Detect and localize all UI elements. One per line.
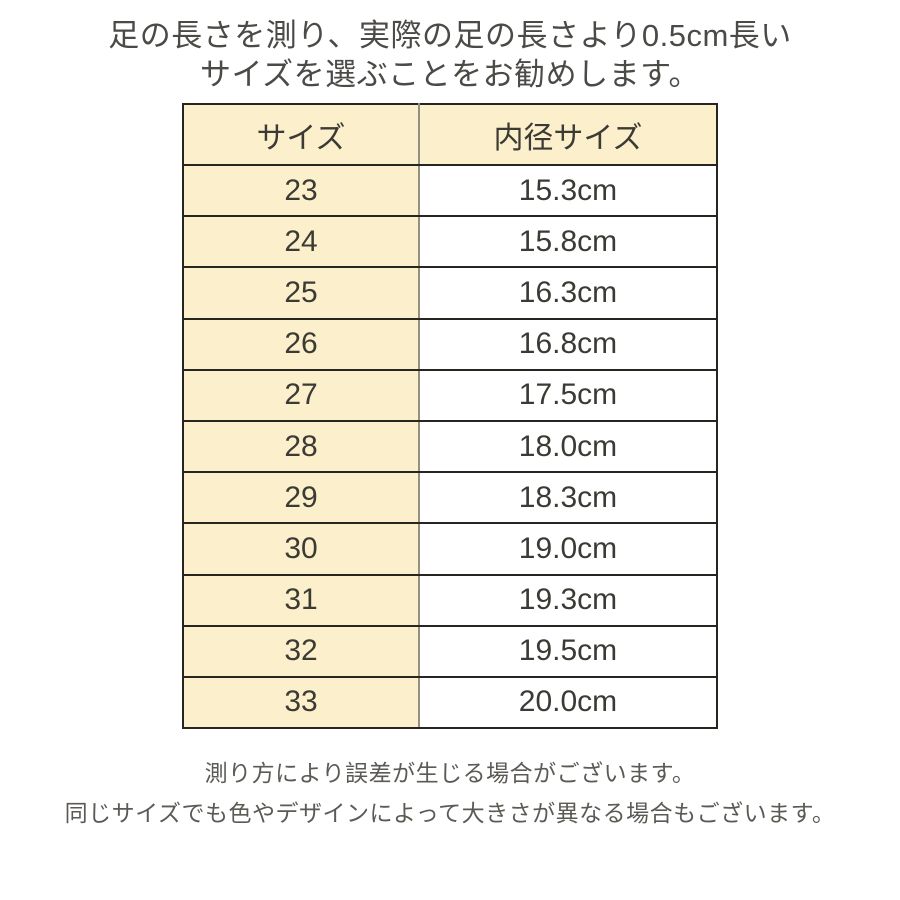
title-line-1: 足の長さを測り、実際の足の長さより0.5cm長い	[108, 18, 792, 53]
footnote-line-1: 測り方により誤差が生じる場合がございます。	[204, 760, 696, 787]
inner-size-cell: 20.0cm	[419, 675, 717, 730]
table-row: 29 18.3cm	[183, 471, 717, 525]
size-cell: 24	[183, 215, 420, 269]
table-row: 28 18.0cm	[183, 419, 717, 474]
table-row: 23 15.3cm	[183, 163, 717, 218]
title-line-2: サイズを選ぶことをお勧めします。	[200, 57, 700, 92]
inner-size-cell: 16.8cm	[419, 317, 717, 371]
table-row: 31 19.3cm	[183, 573, 717, 627]
inner-size-cell: 19.0cm	[419, 522, 717, 576]
size-cell: 25	[183, 266, 420, 320]
size-cell: 23	[183, 163, 420, 218]
inner-size-cell: 15.8cm	[419, 215, 717, 269]
inner-size-cell: 15.3cm	[419, 163, 717, 218]
inner-size-cell: 18.0cm	[419, 419, 717, 474]
table-row: 33 20.0cm	[183, 675, 717, 730]
table-row: 27 17.5cm	[183, 368, 717, 422]
table-row: 30 19.0cm	[183, 522, 717, 576]
size-cell: 33	[183, 675, 420, 730]
size-cell: 31	[183, 573, 420, 627]
inner-size-cell: 16.3cm	[419, 266, 717, 320]
table-row: 32 19.5cm	[183, 624, 717, 678]
size-cell: 29	[183, 471, 420, 525]
size-cell: 28	[183, 419, 420, 474]
header-size: サイズ	[183, 103, 420, 166]
footnotes: 測り方により誤差が生じる場合がございます。 同じサイズでも色やデザインによって大…	[0, 753, 900, 833]
size-chart-table: サイズ 内径サイズ 23 15.3cm 24 15.8cm 25 16.3cm …	[182, 103, 718, 730]
footnote-line-2: 同じサイズでも色やデザインによって大きさが異なる場合もございます。	[64, 800, 836, 827]
size-cell: 30	[183, 522, 420, 576]
table-row: 24 15.8cm	[183, 215, 717, 269]
size-cell: 26	[183, 317, 420, 371]
inner-size-cell: 18.3cm	[419, 471, 717, 525]
table-row: 26 16.8cm	[183, 317, 717, 371]
inner-size-cell: 19.5cm	[419, 624, 717, 678]
inner-size-cell: 17.5cm	[419, 368, 717, 422]
size-cell: 27	[183, 368, 420, 422]
size-cell: 32	[183, 624, 420, 678]
table-row: 25 16.3cm	[183, 266, 717, 320]
table-header-row: サイズ 内径サイズ	[183, 103, 717, 166]
page-title: 足の長さを測り、実際の足の長さより0.5cm長い サイズを選ぶことをお勧めします…	[0, 0, 900, 94]
inner-size-cell: 19.3cm	[419, 573, 717, 627]
header-inner-size: 内径サイズ	[419, 103, 717, 166]
